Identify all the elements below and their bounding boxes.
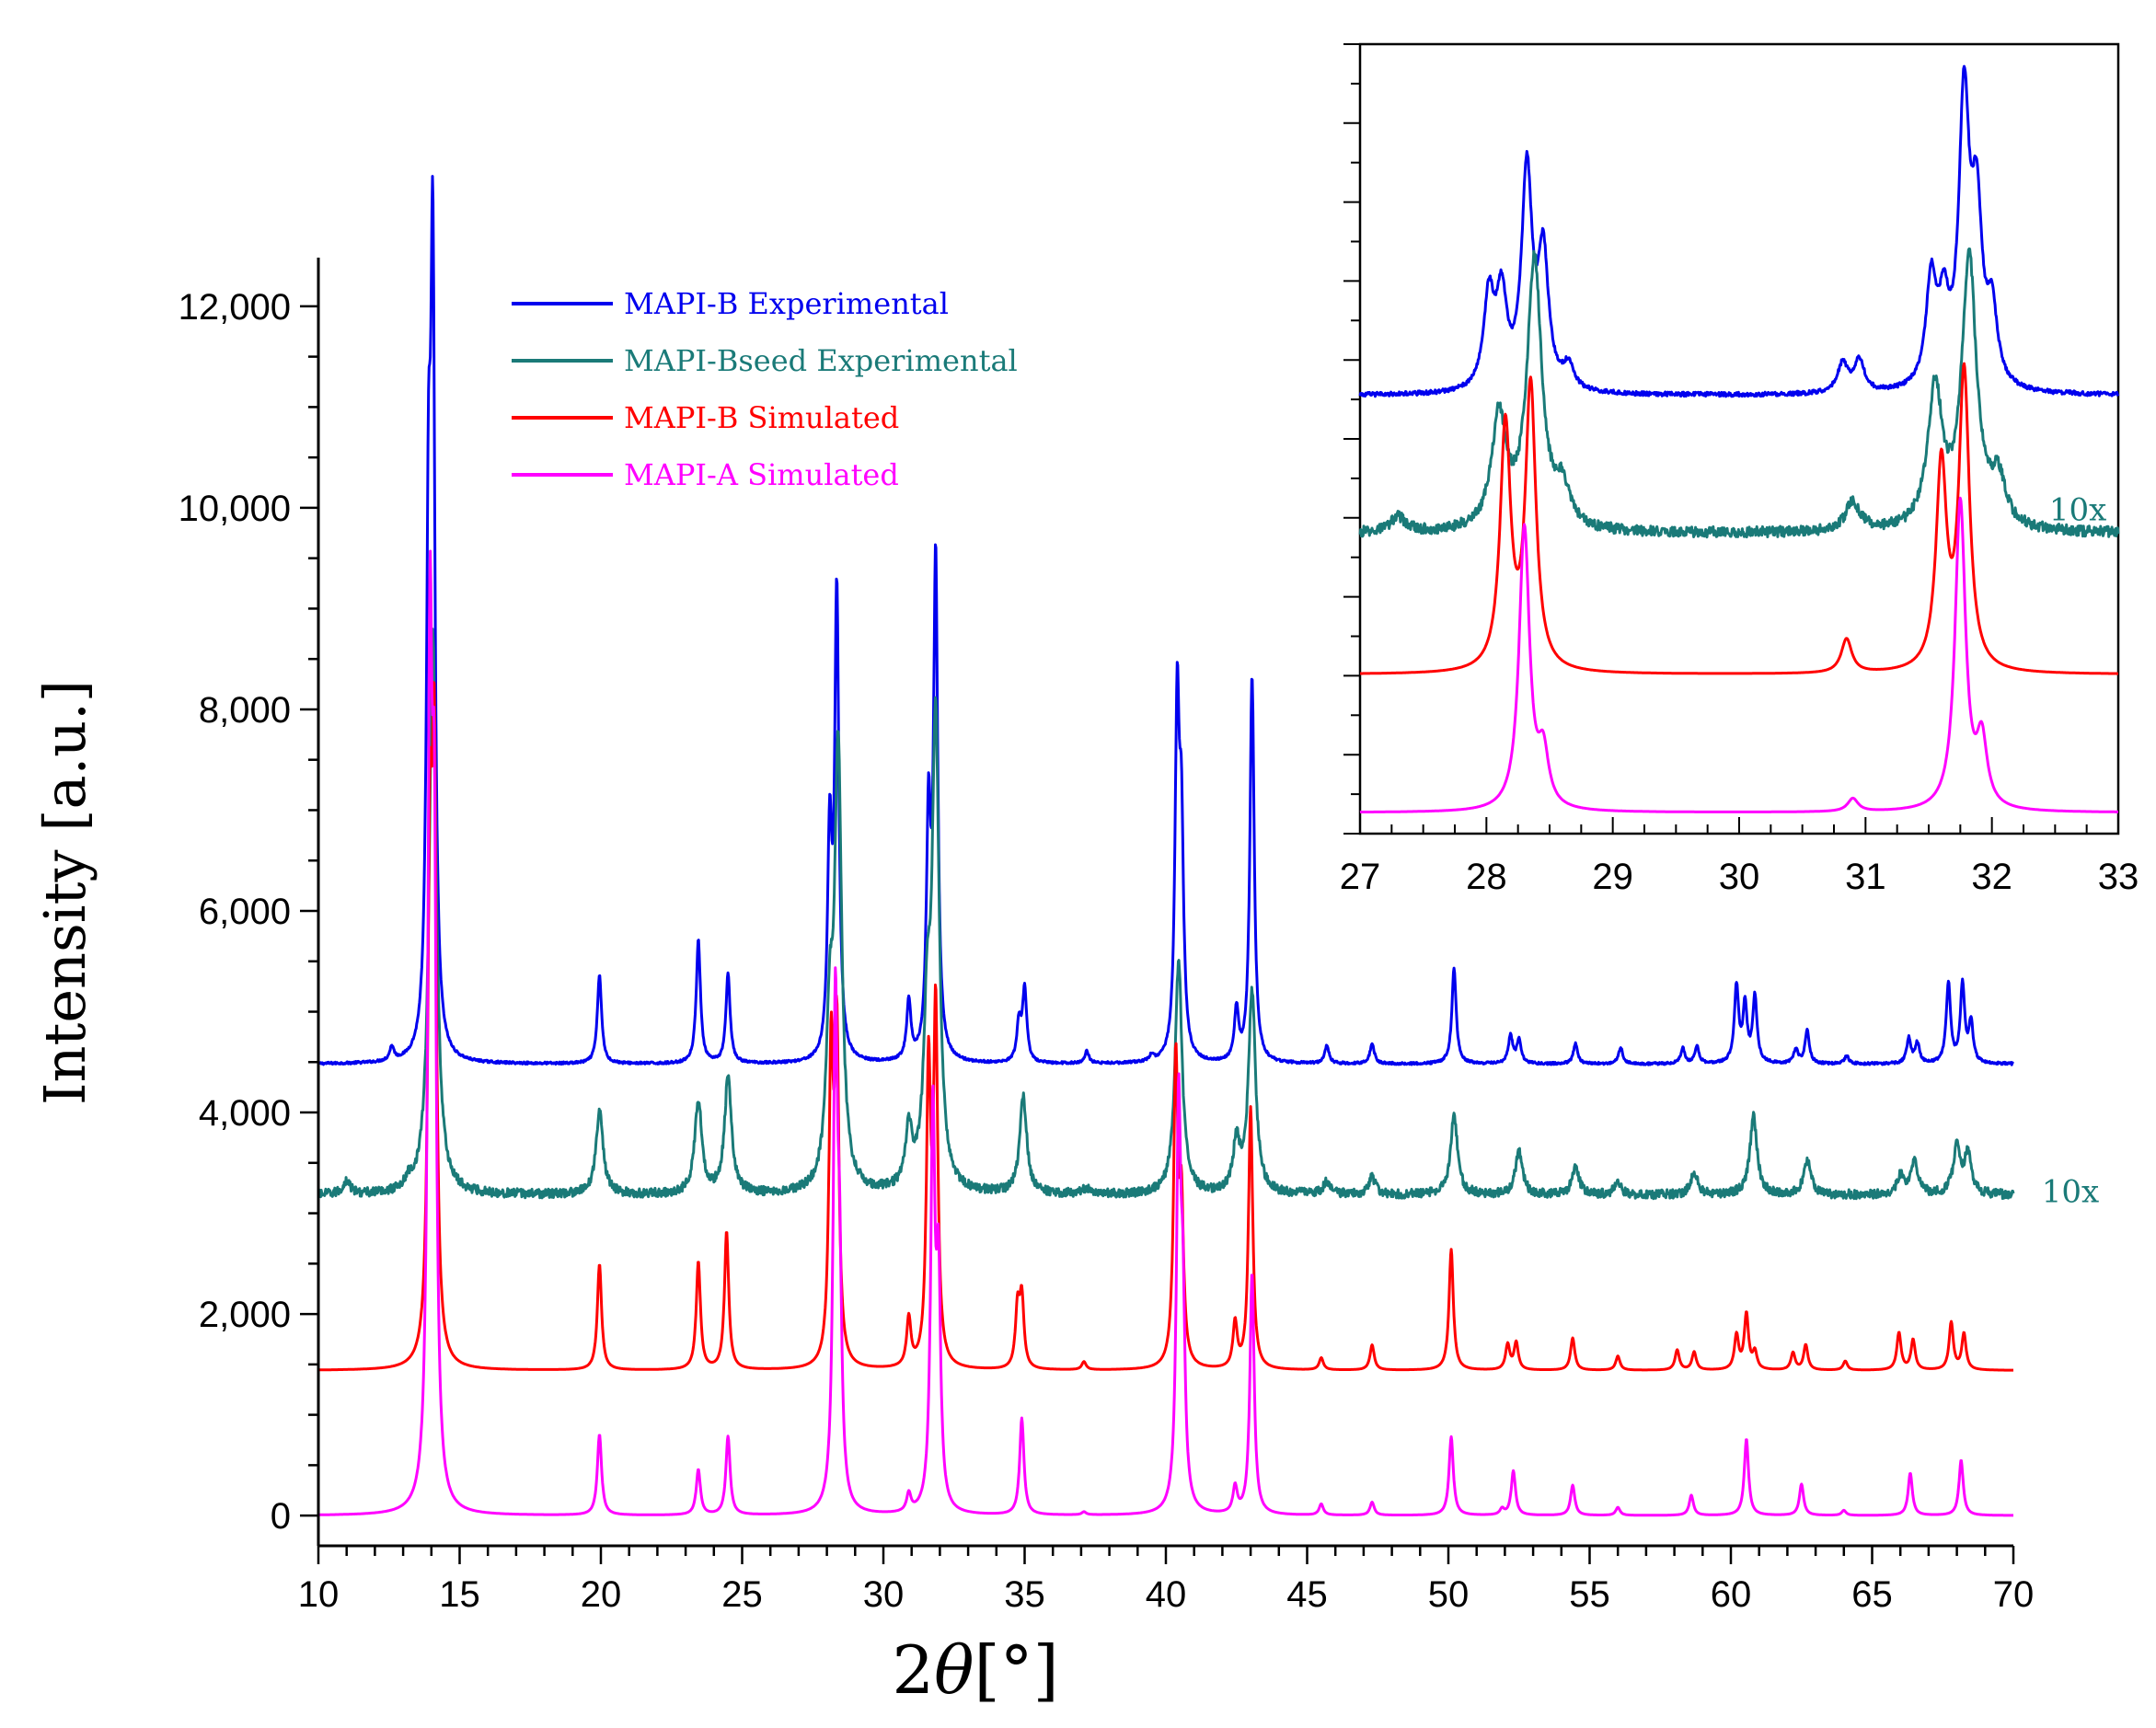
y-tick-label: 4,000: [199, 1093, 291, 1134]
series-line-mapi-bseed-experimental: [317, 628, 2015, 1201]
series-line-mapi-a-simulated: [317, 549, 2014, 1517]
inset-plot: 27 28 29 30 31 32 33 10x: [1340, 42, 2139, 897]
inset-frame: [1358, 42, 2120, 835]
y-tick-label: 12,000: [179, 287, 291, 328]
inset-series-group: [1358, 64, 2120, 814]
x-tick-label: 15: [439, 1574, 480, 1615]
legend-label: MAPI-A Simulated: [624, 457, 899, 492]
y-tick-label: 6,000: [199, 892, 291, 932]
x-tick-label: 30: [863, 1574, 905, 1615]
legend-label: MAPI-B Experimental: [624, 286, 949, 321]
main-scale-annotation: 10x: [2042, 1174, 2099, 1211]
inset-series-line-mapi-b-experimental: [1358, 64, 2120, 398]
x-axis-label-symbol: θ: [934, 1631, 974, 1709]
legend-label: MAPI-B Simulated: [624, 400, 899, 435]
y-tick-label: 2,000: [199, 1295, 291, 1335]
x-axis-label-unit: [°]: [974, 1631, 1058, 1709]
inset-series-line-mapi-b-simulated: [1359, 362, 2119, 675]
series-line-mapi-b-experimental: [317, 175, 2015, 1066]
inset-x-tick-label: 30: [1719, 857, 1760, 897]
inset-scale-annotation: 10x: [2049, 492, 2106, 529]
x-tick-label: 40: [1146, 1574, 1187, 1615]
x-tick-label: 45: [1286, 1574, 1328, 1615]
inset-series-line-mapi-a-simulated: [1359, 496, 2119, 814]
series-line-mapi-b-simulated: [317, 681, 2014, 1372]
y-tick-label: 10,000: [179, 489, 291, 529]
inset-x-tick-label: 33: [2098, 857, 2139, 897]
x-tick-label: 50: [1428, 1574, 1470, 1615]
x-tick-label: 25: [721, 1574, 763, 1615]
inset-x-tick-label: 27: [1340, 857, 1381, 897]
inset-x-tick-label: 29: [1592, 857, 1633, 897]
y-tick-label: 8,000: [199, 690, 291, 731]
x-tick-label: 65: [1851, 1574, 1893, 1615]
x-tick-label: 10: [298, 1574, 340, 1615]
main-plot: 10 15 20 25 30 35 40 45 50 55 60 65 70 0 2,000 4,000 6,0…: [31, 175, 2099, 1709]
x-tick-label: 55: [1569, 1574, 1610, 1615]
inset-x-tick-label: 28: [1466, 857, 1507, 897]
x-axis-label-prefix: 2: [892, 1631, 934, 1709]
x-tick-label: 20: [581, 1574, 622, 1615]
x-tick-label: 35: [1004, 1574, 1045, 1615]
y-tick-label: 0: [271, 1496, 291, 1537]
legend: MAPI-B Experimental MAPI-Bseed Experiment…: [512, 286, 1018, 492]
inset-x-tick-label: 31: [1845, 857, 1886, 897]
y-axis-label: Intensity [a.u.]: [31, 680, 98, 1105]
legend-label: MAPI-Bseed Experimental: [624, 343, 1018, 378]
x-axis-label: 2θ[°]: [892, 1631, 1058, 1709]
inset-series-line-mapi-bseed-experimental: [1358, 248, 2120, 539]
main-ticks: 10 15 20 25 30 35 40 45 50 55 60 65 70 0 2,000 4,000 6,0…: [179, 287, 2035, 1615]
x-tick-label: 70: [1993, 1574, 2035, 1615]
inset-x-tick-label: 32: [1971, 857, 2012, 897]
inset-ticks: 27 28 29 30 31 32 33: [1340, 43, 2139, 897]
x-tick-label: 60: [1711, 1574, 1752, 1615]
main-series-group: [317, 175, 2015, 1517]
